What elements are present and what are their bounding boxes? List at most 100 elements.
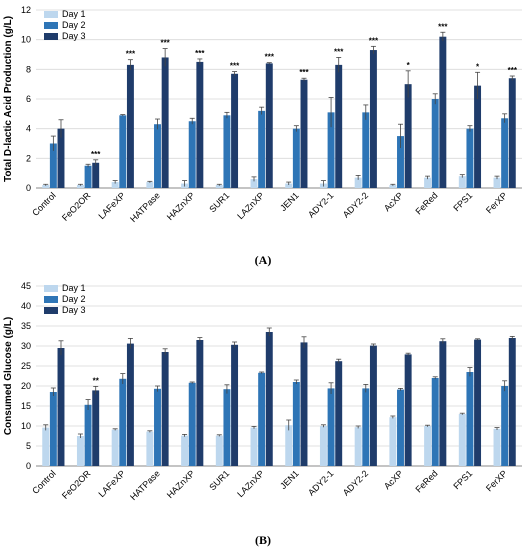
chart-0-bar-5-1 [223, 115, 231, 188]
chart-0-x-tick-label-1: FeO2OR [60, 190, 93, 223]
chart-1-legend-label-2: Day 3 [62, 305, 86, 315]
chart-1-y-tick-label-7: 35 [21, 321, 31, 331]
chart-1-y-tick-label-8: 40 [21, 301, 31, 311]
chart-1-bar-7-1 [292, 382, 300, 466]
chart-1-legend-label-1: Day 2 [62, 294, 86, 304]
chart-0-x-tick-label-13: FerXP [484, 190, 509, 215]
chart-0-bar-6-2 [265, 63, 273, 188]
chart-1-y-tick-label-4: 20 [21, 381, 31, 391]
chart-0-bar-2-1 [119, 115, 127, 188]
chart-1-x-tick-label-11: FeRed [413, 468, 439, 494]
chart-1-bar-11-2 [439, 341, 447, 466]
chart-1-x-tick-label-13: FerXP [484, 468, 509, 493]
chart-1-bar-10-0 [389, 417, 397, 466]
chart-0-bar-8-1 [327, 112, 335, 188]
chart-a: 0 2 4 6 8 10 12 Control *** FeO2OR *** LAFeXP *** HAT… [3, 5, 522, 224]
chart-0-bar-5-0 [215, 185, 223, 188]
chart-0-x-tick-label-6: LAZnXP [235, 190, 266, 221]
chart-1-x-tick-label-9: ADY2-2 [341, 468, 370, 497]
chart-0-bar-10-2 [404, 84, 412, 188]
panel-label-a: (A) [255, 253, 272, 267]
chart-1-bar-8-0 [319, 426, 327, 466]
chart-1-bar-3-1 [154, 388, 161, 466]
chart-0-bar-9-0 [354, 177, 362, 188]
chart-0-x-tick-label-10: AcXP [382, 190, 405, 213]
chart-0-bar-11-0 [424, 177, 432, 188]
chart-1-bar-8-2 [335, 361, 343, 466]
chart-1-bar-4-1 [188, 382, 196, 466]
chart-0-x-tick-label-9: ADY2-2 [341, 190, 370, 219]
chart-1-y-tick-label-2: 10 [21, 421, 31, 431]
chart-1-x-tick-label-2: LAFeXP [96, 468, 127, 499]
chart-0-bar-6-0 [250, 179, 258, 188]
chart-0-bar-3-1 [154, 124, 161, 188]
chart-0-legend-swatch-2 [44, 33, 58, 40]
chart-0-legend-swatch-0 [44, 11, 58, 18]
chart-1-x-tick-label-0: Control [30, 468, 58, 496]
chart-0-significance-8: *** [334, 47, 344, 56]
chart-1-x-tick-label-5: SUR1 [207, 468, 231, 492]
chart-1-x-tick-label-6: LAZnXP [235, 468, 266, 499]
chart-1-bar-8-1 [327, 388, 335, 466]
chart-1-bar-1-1 [84, 404, 92, 466]
chart-1-bar-4-0 [181, 435, 189, 466]
chart-1-bar-0-1 [49, 392, 57, 466]
chart-1-bar-1-2 [92, 390, 100, 466]
chart-1-bar-12-1 [466, 372, 474, 466]
chart-1-y-tick-label-5: 25 [21, 361, 31, 371]
chart-0-bar-13-1 [501, 118, 509, 188]
chart-0-bar-0-2 [57, 128, 65, 188]
chart-1-bar-13-2 [508, 338, 516, 466]
chart-1-x-tick-label-4: HAZnXP [165, 468, 197, 500]
chart-0-bar-3-2 [161, 57, 169, 188]
chart-1-bar-2-1 [119, 378, 127, 466]
chart-0-y-tick-label-5: 10 [21, 35, 31, 45]
chart-1-bar-0-2 [57, 348, 65, 466]
chart-1-bar-5-2 [231, 344, 239, 466]
chart-0-y-tick-label-2: 4 [26, 124, 31, 134]
chart-1-legend-swatch-1 [44, 296, 58, 303]
chart-0-bar-4-1 [188, 121, 196, 188]
chart-0-significance-12: * [476, 62, 480, 71]
chart-0-bar-10-0 [389, 185, 397, 188]
chart-1-bar-3-2 [161, 352, 169, 466]
chart-1-bar-11-1 [431, 378, 439, 466]
chart-1-x-tick-label-1: FeO2OR [60, 468, 93, 501]
chart-1-y-tick-label-9: 45 [21, 281, 31, 291]
chart-0-legend-label-1: Day 2 [62, 20, 86, 30]
chart-0-x-tick-label-11: FeRed [413, 190, 439, 216]
chart-0-bar-1-1 [84, 165, 92, 188]
chart-0-x-tick-label-4: HAZnXP [165, 190, 197, 222]
chart-0-x-tick-label-12: FPS1 [451, 190, 474, 213]
chart-0-significance-13: *** [508, 66, 518, 75]
chart-0-significance-11: *** [438, 22, 448, 31]
chart-0-bar-8-2 [335, 64, 343, 188]
chart-1-bar-2-0 [111, 429, 119, 466]
chart-1-bar-12-2 [474, 339, 482, 466]
chart-0-bar-1-2 [92, 162, 100, 188]
chart-1-bar-1-0 [76, 436, 84, 466]
chart-1-bar-0-0 [42, 427, 50, 466]
chart-0-legend-swatch-1 [44, 22, 58, 29]
chart-0-x-tick-label-8: ADY2-1 [306, 190, 335, 219]
chart-1-bar-9-2 [369, 345, 377, 466]
chart-0-significance-2: *** [126, 50, 136, 59]
chart-1-bar-10-2 [404, 354, 412, 466]
chart-1-bar-5-1 [223, 389, 231, 466]
chart-0-bar-7-0 [285, 183, 293, 188]
chart-1-bar-9-0 [354, 427, 362, 466]
chart-0-y-tick-label-3: 6 [26, 94, 31, 104]
chart-0-y-tick-label-0: 0 [26, 183, 31, 193]
chart-1-y-tick-label-3: 15 [21, 401, 31, 411]
panel-label-b: (B) [255, 533, 271, 547]
chart-1-bar-7-2 [300, 342, 308, 466]
chart-1-legend-label-0: Day 1 [62, 283, 86, 293]
chart-0-legend-label-0: Day 1 [62, 9, 86, 19]
chart-1-x-tick-label-8: ADY2-1 [306, 468, 335, 497]
chart-0-y-tick-label-4: 8 [26, 64, 31, 74]
chart-1-x-tick-label-3: HATPase [128, 468, 162, 502]
chart-1-bar-2-2 [126, 343, 134, 466]
chart-1-y-tick-label-0: 0 [26, 461, 31, 471]
